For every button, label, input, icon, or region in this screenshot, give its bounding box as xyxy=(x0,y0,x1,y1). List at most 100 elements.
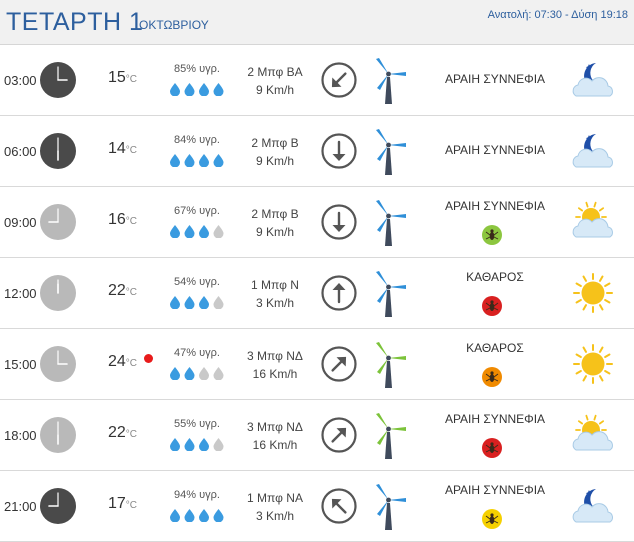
humidity-drops xyxy=(168,295,226,310)
humidity-drop-icon xyxy=(213,438,224,452)
wind-force: 3 Μπφ ΝΔ xyxy=(247,349,303,363)
time-label: 09:00 xyxy=(4,215,37,230)
temperature-value: 16°C xyxy=(108,211,137,229)
humidity-drop-icon xyxy=(199,367,209,381)
wind-force: 3 Μπφ ΝΔ xyxy=(247,420,303,434)
clock-icon xyxy=(40,346,76,382)
sun-cloud-icon xyxy=(570,201,616,243)
wind-speed: 16 Km/h xyxy=(252,438,298,452)
sun-cloud-icon xyxy=(570,414,616,456)
sunrise-sunset-label: Ανατολή: 07:30 - Δύση 19:18 xyxy=(487,9,628,21)
wind-info: 3 Μπφ ΝΔ 16 Km/h xyxy=(236,418,314,454)
time-label: 03:00 xyxy=(4,73,37,88)
humidity-label: 55% υγρ. xyxy=(174,418,220,430)
humidity-drop-icon xyxy=(199,83,209,97)
table-row: 15:00 24°C 47% υγρ. 3 Μπφ ΝΔ 16 Km/h ΚΑΘΑΡΟΣ xyxy=(0,329,634,400)
wind-speed: 9 Km/h xyxy=(255,154,294,168)
temperature-number: 17 xyxy=(108,495,126,512)
wind-direction-arrow-icon xyxy=(321,488,357,524)
month-label: ΟΚΤΩΒΡΙΟΥ xyxy=(139,18,209,32)
moon-cloud-icon xyxy=(570,485,616,527)
temperature-number: 22 xyxy=(108,424,126,441)
wind-direction-arrow-icon xyxy=(321,133,357,169)
table-row: 12:00 22°C 54% υγρ. 1 Μπφ Ν 3 Km/h ΚΑΘΑΡΟΣ xyxy=(0,258,634,329)
humidity-drop-icon xyxy=(170,225,180,239)
wind-turbine-icon xyxy=(370,483,408,531)
sky-condition-label: ΑΡΑΙΗ ΣΥΝΝΕΦΙΑ xyxy=(444,72,546,86)
wind-force: 2 Μπφ Β xyxy=(251,207,299,221)
high-temperature-dot xyxy=(144,354,153,363)
humidity-drop-icon xyxy=(199,296,209,310)
time-label: 06:00 xyxy=(4,144,37,159)
clock-icon xyxy=(40,488,76,524)
time-label: 15:00 xyxy=(4,357,37,372)
wind-info: 2 Μπφ Β 9 Km/h xyxy=(236,134,314,170)
humidity-drop-icon xyxy=(213,154,224,168)
humidity-drops xyxy=(168,224,226,239)
temperature-number: 15 xyxy=(108,69,126,86)
wind-info: 2 Μπφ ΒΑ 9 Km/h xyxy=(236,63,314,99)
table-row: 03:00 15°C 85% υγρ. 2 Μπφ ΒΑ 9 Km/h ΑΡΑΙΗ ΣΥΝ… xyxy=(0,45,634,116)
humidity-label: 54% υγρ. xyxy=(174,276,220,288)
humidity-drop-icon xyxy=(170,154,180,168)
moon-cloud-icon xyxy=(570,59,616,101)
wind-turbine-icon xyxy=(370,199,408,247)
wind-turbine-icon xyxy=(370,412,408,460)
humidity-label: 85% υγρ. xyxy=(174,63,220,75)
time-label: 12:00 xyxy=(4,286,37,301)
sun-icon xyxy=(570,343,616,385)
humidity-drops xyxy=(168,366,226,381)
sky-condition-label: ΚΑΘΑΡΟΣ xyxy=(466,341,524,355)
clock-icon xyxy=(40,62,76,98)
temperature-unit: °C xyxy=(125,287,138,298)
humidity-drop-icon xyxy=(199,154,209,168)
humidity-drop-icon xyxy=(170,296,180,310)
temperature-value: 22°C xyxy=(108,424,137,442)
wind-info: 2 Μπφ Β 9 Km/h xyxy=(236,205,314,241)
humidity-label: 84% υγρ. xyxy=(174,134,220,146)
wind-turbine-icon xyxy=(370,57,408,105)
humidity-drop-icon xyxy=(170,438,180,452)
humidity-drop-icon xyxy=(213,367,224,381)
wind-speed: 9 Km/h xyxy=(255,83,294,97)
clock-icon xyxy=(40,417,76,453)
wind-speed: 9 Km/h xyxy=(255,225,294,239)
wind-info: 1 Μπφ ΝΑ 3 Km/h xyxy=(236,489,314,525)
temperature-number: 22 xyxy=(108,282,126,299)
table-row: 21:00 17°C 94% υγρ. 1 Μπφ ΝΑ 3 Km/h ΑΡΑΙΗ ΣΥΝ… xyxy=(0,471,634,542)
humidity-label: 94% υγρ. xyxy=(174,489,220,501)
insect-indicator-icon xyxy=(481,366,503,388)
clock-icon xyxy=(40,204,76,240)
wind-force: 2 Μπφ Β xyxy=(251,136,299,150)
humidity-label: 67% υγρ. xyxy=(174,205,220,217)
humidity-drop-icon xyxy=(184,367,195,381)
humidity-drop-icon xyxy=(213,509,224,523)
wind-speed: 3 Km/h xyxy=(255,296,294,310)
temperature-value: 15°C xyxy=(108,69,137,87)
humidity-drops xyxy=(168,437,226,452)
humidity-drop-icon xyxy=(184,83,195,97)
wind-force: 1 Μπφ Ν xyxy=(251,278,299,292)
humidity-drop-icon xyxy=(199,438,209,452)
wind-turbine-icon xyxy=(370,341,408,389)
wind-force: 1 Μπφ ΝΑ xyxy=(247,491,303,505)
wind-direction-arrow-icon xyxy=(321,346,357,382)
sky-condition-label: ΚΑΘΑΡΟΣ xyxy=(466,270,524,284)
temperature-number: 24 xyxy=(108,353,126,370)
temperature-unit: °C xyxy=(125,429,138,440)
temperature-unit: °C xyxy=(125,500,138,511)
sky-condition-label: ΑΡΑΙΗ ΣΥΝΝΕΦΙΑ xyxy=(444,143,546,157)
temperature-unit: °C xyxy=(125,358,138,369)
wind-direction-arrow-icon xyxy=(321,417,357,453)
day-header: ΤΕΤΑΡΤΗ 1 ΟΚΤΩΒΡΙΟΥ Ανατολή: 07:30 - Δύσ… xyxy=(0,0,634,45)
humidity-drop-icon xyxy=(184,225,195,239)
humidity-drop-icon xyxy=(199,509,209,523)
wind-info: 1 Μπφ Ν 3 Km/h xyxy=(236,276,314,312)
clock-icon xyxy=(40,275,76,311)
wind-direction-arrow-icon xyxy=(321,275,357,311)
sky-condition-label: ΑΡΑΙΗ ΣΥΝΝΕΦΙΑ xyxy=(444,483,546,497)
humidity-drop-icon xyxy=(199,225,209,239)
humidity-drops xyxy=(168,153,226,168)
table-row: 18:00 22°C 55% υγρ. 3 Μπφ ΝΔ 16 Km/h ΑΡΑΙΗ ΣΥ… xyxy=(0,400,634,471)
humidity-drop-icon xyxy=(170,509,180,523)
